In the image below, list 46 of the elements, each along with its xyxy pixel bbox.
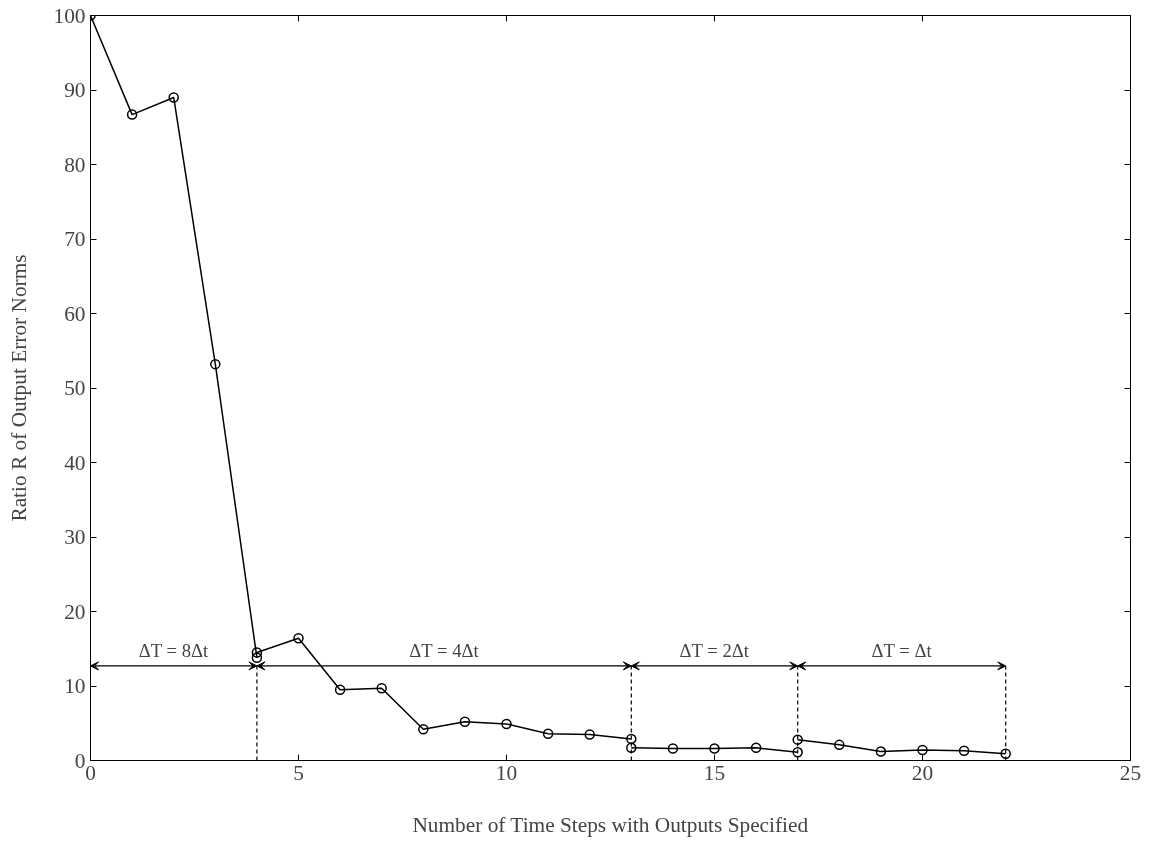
x-axis-title: Number of Time Steps with Outputs Specified <box>412 812 809 837</box>
annotation: ΔT = 2Δt <box>679 639 750 661</box>
point <box>168 92 179 103</box>
x-tick-label: 15 <box>703 760 726 785</box>
point <box>251 652 263 663</box>
y-tick-label: 10 <box>64 674 86 698</box>
y-tick-label: 20 <box>64 599 86 624</box>
x-tick-label: 5 <box>293 760 304 785</box>
point <box>418 723 429 735</box>
point <box>459 716 471 727</box>
point <box>626 733 637 745</box>
point <box>334 684 346 695</box>
point <box>251 647 263 658</box>
y-tick-label: 80 <box>64 152 86 177</box>
y-tick-label: 70 <box>64 227 86 251</box>
point <box>709 743 720 754</box>
point <box>667 743 679 754</box>
point <box>792 747 803 758</box>
y-tick-label: 40 <box>64 450 86 475</box>
point <box>1000 748 1011 760</box>
annotation: ΔT = 8Δt <box>138 639 210 661</box>
point <box>501 718 512 730</box>
y-tick-label: 90 <box>64 78 86 102</box>
y-axis-title: Ratio R of Output Error Norms <box>6 254 31 522</box>
point <box>376 682 387 694</box>
point <box>875 746 887 757</box>
point <box>584 729 595 740</box>
annotation: ΔT = 4Δt <box>409 639 480 661</box>
x-tick-label: 20 <box>911 760 934 785</box>
point <box>126 109 138 120</box>
point <box>958 745 970 757</box>
y-tick-label: 100 <box>53 3 86 28</box>
x-tick-label: 10 <box>495 760 518 785</box>
y-tick-label: 60 <box>64 301 86 326</box>
y-tick-label: 50 <box>64 376 86 400</box>
x-tick-label: 25 <box>1119 760 1142 785</box>
y-tick-label: 30 <box>64 525 86 549</box>
point <box>750 742 762 754</box>
point <box>542 728 554 739</box>
point <box>293 633 304 644</box>
point <box>834 739 845 751</box>
point <box>626 742 637 754</box>
point <box>917 744 928 756</box>
annotation: ΔT = Δt <box>871 639 933 661</box>
point <box>792 734 803 745</box>
point <box>210 358 221 370</box>
